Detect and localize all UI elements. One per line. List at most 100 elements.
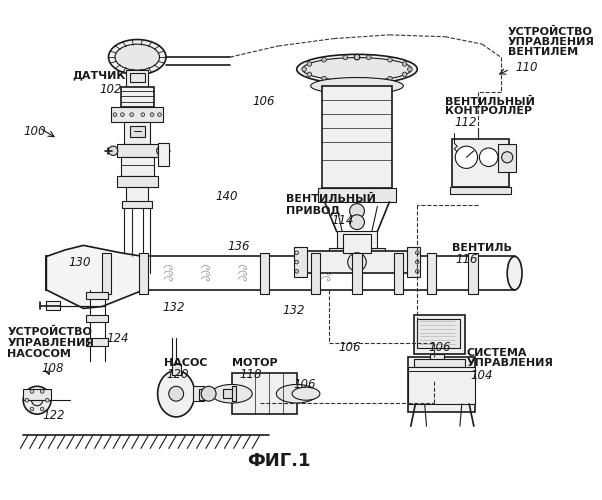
Bar: [337, 232, 377, 250]
Circle shape: [367, 78, 371, 84]
Circle shape: [30, 390, 34, 393]
Circle shape: [130, 113, 134, 116]
Bar: [408, 356, 475, 412]
Circle shape: [295, 260, 299, 264]
Text: 106: 106: [338, 341, 361, 354]
Bar: [294, 247, 307, 277]
Circle shape: [30, 407, 34, 411]
Bar: [199, 389, 209, 400]
Circle shape: [31, 394, 43, 406]
Text: 118: 118: [239, 368, 262, 381]
Bar: [120, 158, 154, 176]
Circle shape: [169, 386, 184, 401]
Bar: [130, 73, 144, 82]
Bar: [86, 292, 108, 299]
Bar: [172, 364, 181, 375]
Circle shape: [348, 253, 366, 272]
Text: ДАТЧИК: ДАТЧИК: [72, 70, 126, 81]
Text: 106: 106: [429, 341, 451, 354]
Circle shape: [150, 113, 154, 116]
Circle shape: [343, 78, 347, 84]
Bar: [430, 354, 444, 362]
Circle shape: [321, 58, 326, 62]
Bar: [158, 144, 169, 166]
Circle shape: [307, 72, 312, 76]
Bar: [117, 144, 158, 158]
Circle shape: [415, 260, 419, 264]
Text: 124: 124: [107, 332, 129, 344]
Ellipse shape: [115, 44, 160, 70]
Text: ФИГ.1: ФИГ.1: [247, 452, 311, 470]
Circle shape: [350, 215, 364, 230]
Circle shape: [25, 398, 29, 402]
Text: 140: 140: [215, 190, 238, 202]
Ellipse shape: [211, 384, 252, 403]
Text: 108: 108: [42, 362, 64, 375]
Text: УСТРОЙСТВО: УСТРОЙСТВО: [508, 27, 593, 37]
Text: СИСТЕМА: СИСТЕМА: [467, 348, 527, 358]
Circle shape: [354, 54, 360, 60]
Bar: [111, 107, 163, 122]
Circle shape: [367, 55, 371, 60]
Circle shape: [201, 386, 216, 401]
Circle shape: [23, 386, 51, 414]
Bar: [452, 138, 509, 187]
Text: ВЕНТИЛЕМ: ВЕНТИЛЕМ: [508, 48, 579, 58]
Bar: [193, 386, 204, 401]
Bar: [259, 253, 269, 294]
Circle shape: [113, 113, 117, 116]
Circle shape: [388, 58, 393, 62]
Ellipse shape: [507, 256, 522, 290]
Ellipse shape: [158, 370, 194, 417]
Polygon shape: [46, 246, 144, 308]
Text: 110: 110: [515, 61, 538, 74]
Bar: [329, 248, 385, 258]
Bar: [139, 253, 148, 294]
Text: 106: 106: [293, 378, 315, 391]
Bar: [23, 389, 51, 400]
Text: .: .: [486, 368, 489, 382]
Circle shape: [415, 270, 419, 273]
Text: 102: 102: [99, 83, 122, 96]
Bar: [408, 367, 475, 404]
Text: 106: 106: [252, 95, 275, 108]
Ellipse shape: [311, 78, 403, 94]
Text: НАСОСОМ: НАСОСОМ: [7, 349, 71, 359]
Text: 120: 120: [167, 368, 190, 381]
Circle shape: [479, 148, 498, 167]
Circle shape: [408, 67, 412, 71]
Bar: [343, 234, 371, 253]
Bar: [352, 253, 362, 294]
Circle shape: [295, 251, 299, 254]
Bar: [126, 187, 148, 202]
Bar: [318, 188, 396, 202]
Circle shape: [307, 62, 312, 66]
Text: УПРАВЛЕНИЯ: УПРАВЛЕНИЯ: [508, 38, 595, 48]
Circle shape: [388, 76, 393, 81]
Circle shape: [40, 390, 44, 393]
Bar: [306, 251, 408, 273]
Text: УСТРОЙСТВО: УСТРОЙСТВО: [7, 326, 92, 336]
Text: ВЕНТИЛЬ: ВЕНТИЛЬ: [452, 243, 512, 253]
Bar: [120, 87, 154, 107]
Text: 114: 114: [331, 214, 353, 227]
Bar: [102, 253, 111, 294]
Text: 104: 104: [470, 368, 492, 382]
Bar: [414, 360, 465, 367]
Bar: [232, 386, 237, 401]
Circle shape: [295, 270, 299, 273]
Text: КОНТРОЛЛЕР: КОНТРОЛЛЕР: [445, 106, 532, 116]
Bar: [321, 86, 393, 188]
Bar: [450, 187, 511, 194]
Bar: [122, 201, 152, 208]
Bar: [498, 144, 517, 172]
Bar: [417, 318, 460, 348]
Text: 136: 136: [227, 240, 250, 253]
Bar: [223, 389, 232, 398]
Circle shape: [415, 251, 419, 254]
Bar: [126, 70, 148, 87]
Bar: [407, 247, 420, 277]
Ellipse shape: [108, 40, 166, 74]
Text: 116: 116: [455, 253, 478, 266]
Ellipse shape: [297, 54, 417, 84]
